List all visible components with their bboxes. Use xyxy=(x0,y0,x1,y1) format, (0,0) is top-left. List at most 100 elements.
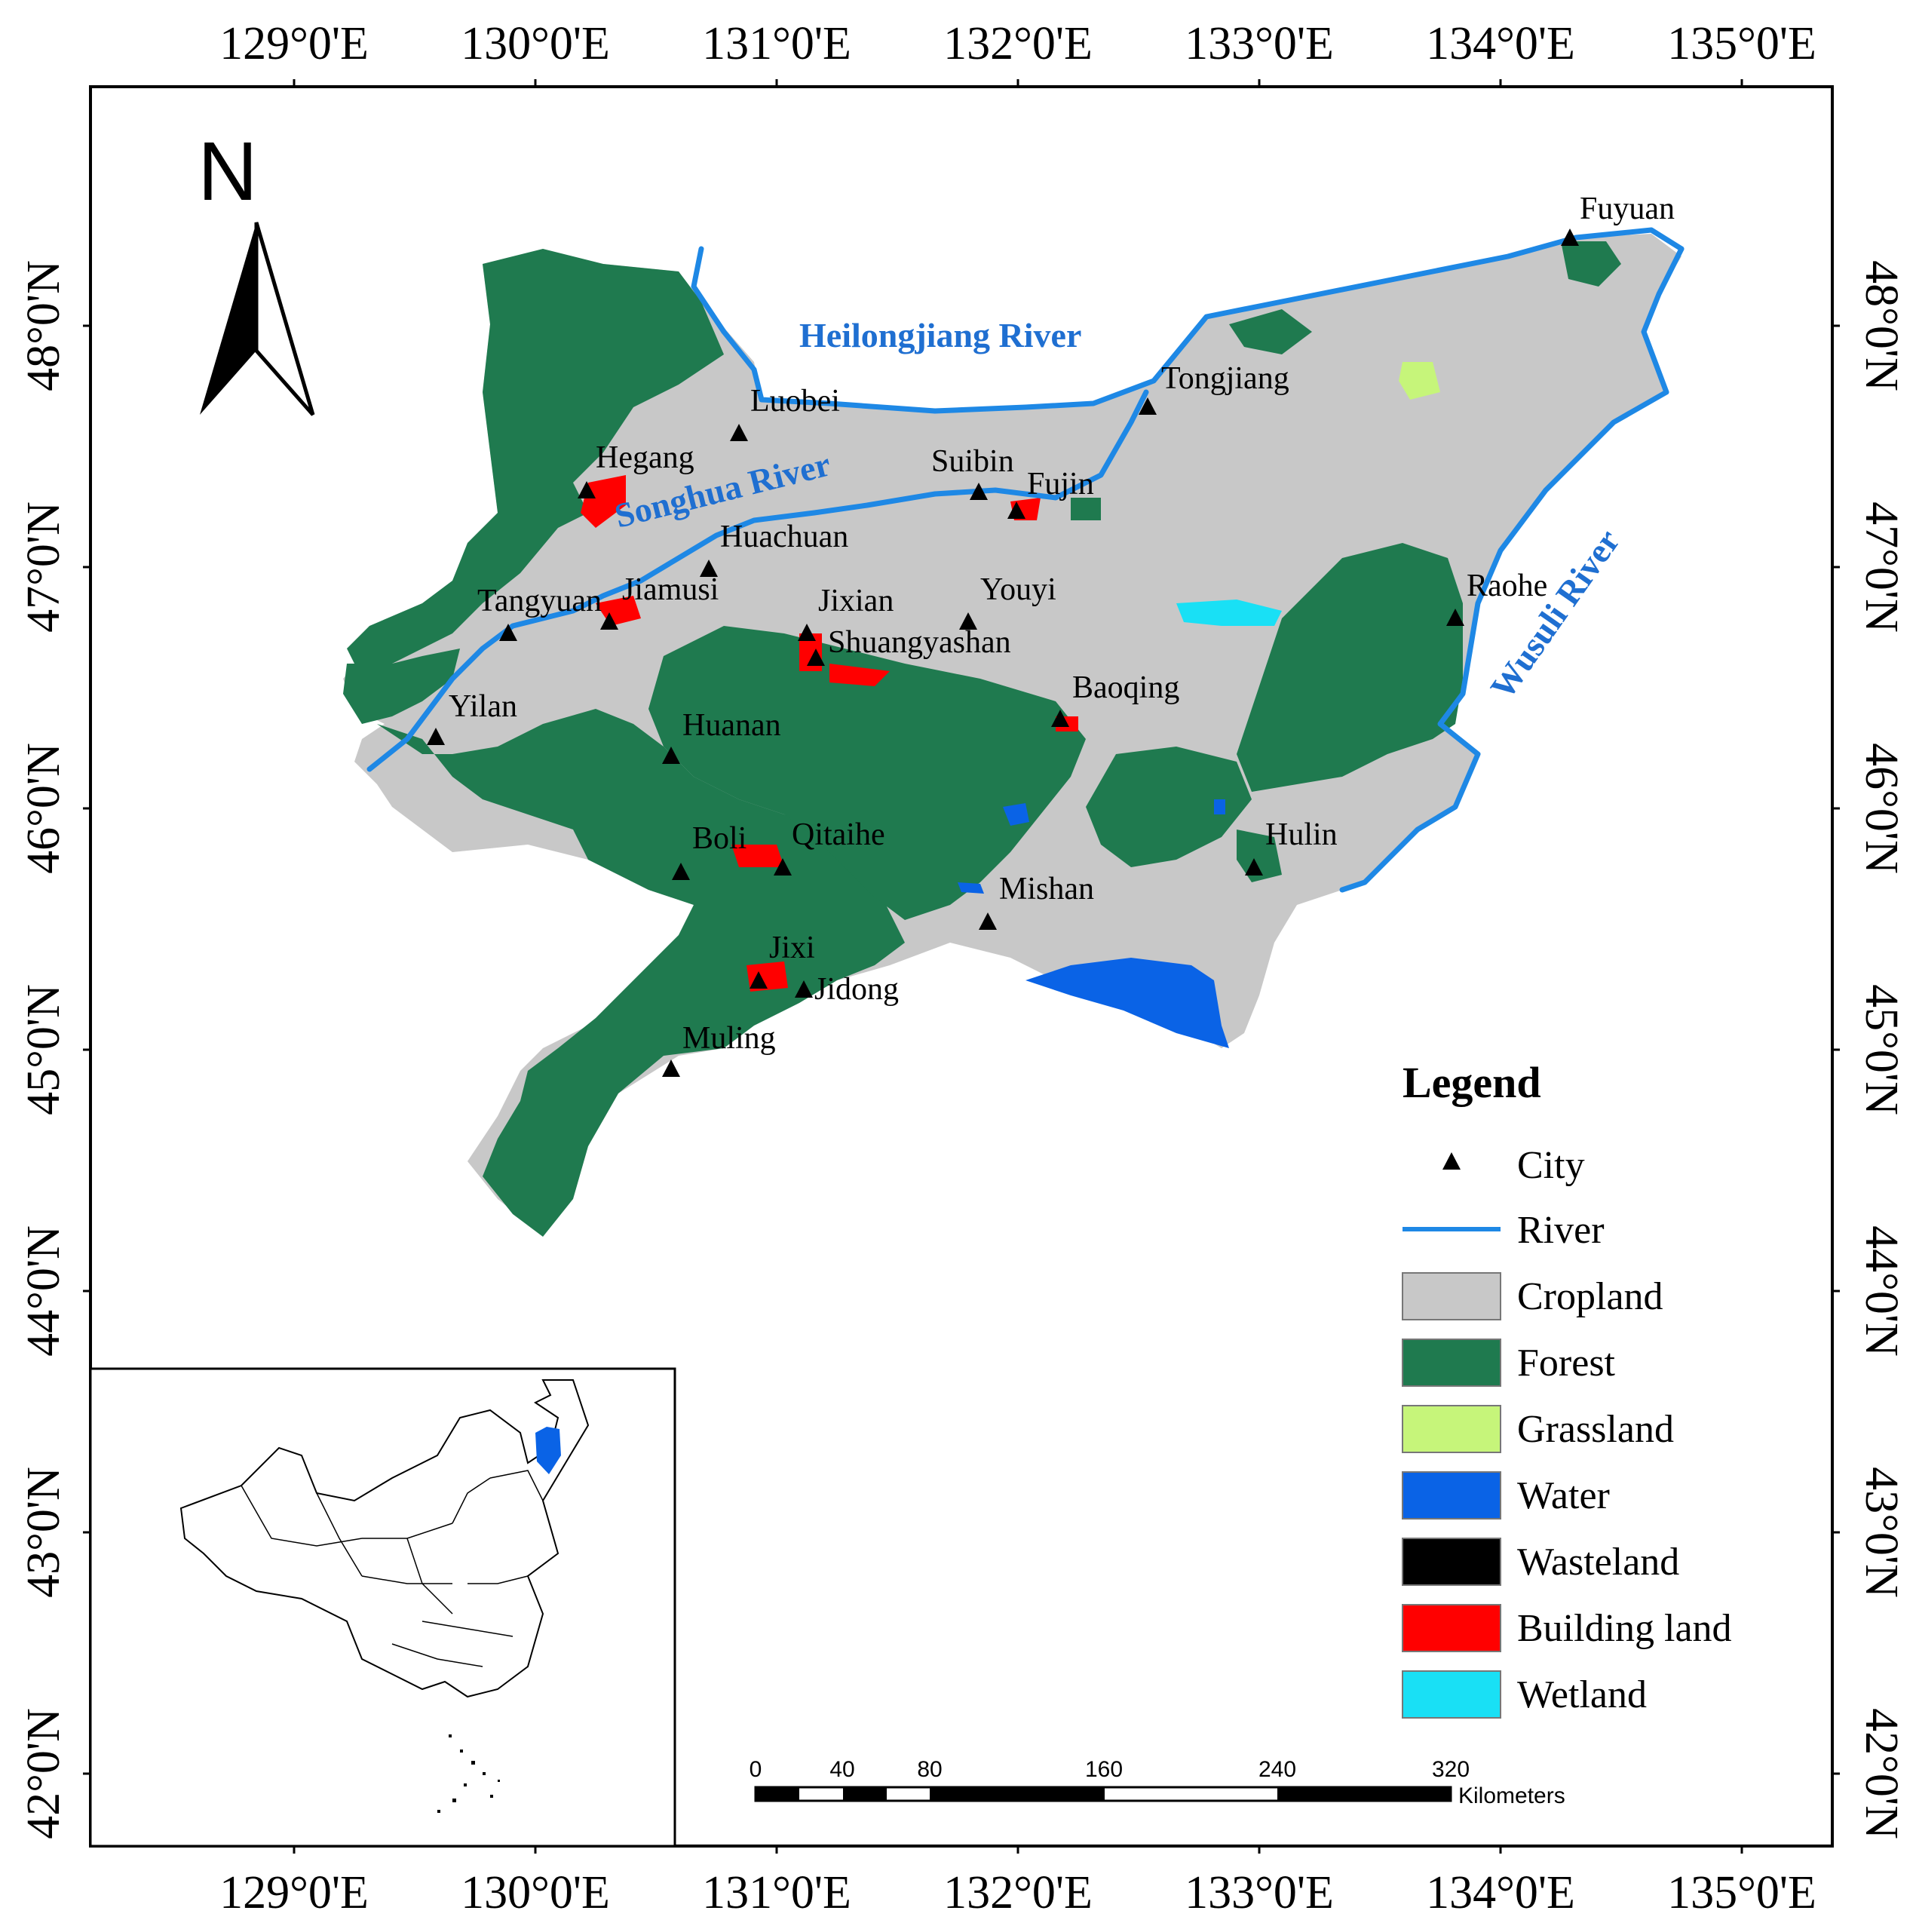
city-label-raohe: Raohe xyxy=(1467,569,1547,603)
city-label-qitaihe: Qitaihe xyxy=(792,817,885,852)
city-label-muling: Muling xyxy=(682,1021,776,1056)
heilongjiang-river-label: Heilongjiang River xyxy=(799,316,1081,354)
city-label-luobei: Luobei xyxy=(750,384,840,419)
city-label-jidong: Jidong xyxy=(814,972,899,1007)
lon-label-top: 135°0'E xyxy=(1667,18,1816,69)
lat-label-left: 43°0'N xyxy=(18,1467,69,1598)
wusuli-river xyxy=(1339,246,1685,893)
legend-label-cropland: Cropland xyxy=(1517,1275,1663,1318)
legend-swatch-building-land xyxy=(1402,1604,1501,1652)
river-lines xyxy=(366,227,1685,893)
north-arrow-icon xyxy=(200,222,256,415)
water-bodies xyxy=(958,799,1229,1048)
city-label-mishan: Mishan xyxy=(999,872,1094,906)
lat-label-left: 45°0'N xyxy=(18,984,69,1115)
city-label-hegang: Hegang xyxy=(596,440,694,475)
study-area-highlight xyxy=(535,1427,561,1474)
china-province-lines xyxy=(241,1470,544,1667)
city-labels: Fuyuan Tongjiang Luobei Hegang Suibin Fu… xyxy=(449,192,1675,1056)
south-china-sea-islands xyxy=(437,1734,500,1813)
scale-tick-40: 40 xyxy=(829,1757,854,1782)
grassland-area xyxy=(1399,362,1440,400)
city-label-jixi: Jixi xyxy=(769,931,815,965)
city-label-youyi: Youyi xyxy=(980,572,1056,607)
wetland-area xyxy=(1176,600,1282,626)
legend-label-city: City xyxy=(1517,1144,1585,1187)
north-arrow: N xyxy=(198,125,315,416)
bottom-longitude-labels: 129°0'E 130°0'E 131°0'E 132°0'E 133°0'E … xyxy=(219,1867,1816,1918)
north-label: N xyxy=(198,125,257,218)
tick-marks xyxy=(83,79,1840,1854)
inset-map xyxy=(89,1367,676,1848)
lat-label-right: 48°0'N xyxy=(1856,260,1907,391)
scale-bar: 0 40 80 160 240 320 Kilometers xyxy=(750,1757,1565,1808)
city-label-suibin: Suibin xyxy=(931,444,1014,479)
forest-areas xyxy=(343,241,1621,1237)
legend-city-symbol xyxy=(1442,1152,1461,1170)
right-latitude-labels: 48°0'N 47°0'N 46°0'N 45°0'N 44°0'N 43°0'… xyxy=(1856,260,1907,1839)
lat-label-left: 46°0'N xyxy=(18,743,69,874)
scale-tick-240: 240 xyxy=(1258,1757,1296,1782)
lon-label-top: 131°0'E xyxy=(702,18,851,69)
scale-unit: Kilometers xyxy=(1458,1783,1565,1808)
lat-label-left: 44°0'N xyxy=(18,1225,69,1357)
legend-swatch-water xyxy=(1402,1471,1501,1520)
city-label-huachuan: Huachuan xyxy=(720,520,848,554)
legend-label-wasteland: Wasteland xyxy=(1517,1541,1679,1584)
city-label-baoqing: Baoqing xyxy=(1072,670,1179,705)
city-label-boli: Boli xyxy=(692,821,746,856)
city-label-huanan: Huanan xyxy=(682,708,781,743)
city-label-fuyuan: Fuyuan xyxy=(1580,192,1675,226)
lat-label-left: 48°0'N xyxy=(18,260,69,391)
scale-tick-80: 80 xyxy=(917,1757,942,1782)
legend: Legend City River Cropland Forest Grassl… xyxy=(1402,1058,1732,1719)
lon-label-top: 129°0'E xyxy=(219,18,369,69)
legend-label-forest: Forest xyxy=(1517,1342,1616,1385)
city-markers xyxy=(427,228,1579,1077)
city-label-jixian: Jixian xyxy=(818,584,894,618)
legend-swatch-forest xyxy=(1402,1339,1501,1387)
lon-label-bottom: 132°0'E xyxy=(943,1867,1093,1918)
lon-label-bottom: 129°0'E xyxy=(219,1867,369,1918)
city-label-yilan: Yilan xyxy=(449,689,517,724)
city-label-shuangyashan: Shuangyashan xyxy=(828,625,1011,660)
city-label-jiamusi: Jiamusi xyxy=(622,572,719,607)
legend-swatch-grassland xyxy=(1402,1405,1501,1453)
city-label-tongjiang: Tongjiang xyxy=(1161,361,1289,396)
legend-label-river: River xyxy=(1517,1209,1605,1252)
legend-label-grassland: Grassland xyxy=(1517,1408,1674,1451)
legend-title: Legend xyxy=(1403,1058,1541,1107)
scale-tick-160: 160 xyxy=(1085,1757,1123,1782)
lon-label-top: 132°0'E xyxy=(943,18,1093,69)
legend-swatch-wasteland xyxy=(1402,1538,1501,1586)
lon-label-bottom: 131°0'E xyxy=(702,1867,851,1918)
songhua-river xyxy=(366,389,1149,772)
scale-tick-0: 0 xyxy=(750,1757,762,1782)
lat-label-right: 43°0'N xyxy=(1856,1467,1907,1598)
legend-label-water: Water xyxy=(1517,1474,1610,1517)
lon-label-bottom: 130°0'E xyxy=(461,1867,610,1918)
heilongjiang-river xyxy=(691,227,1685,414)
lon-label-bottom: 134°0'E xyxy=(1426,1867,1575,1918)
city-label-fujin: Fujin xyxy=(1027,467,1094,501)
legend-label-building-land: Building land xyxy=(1517,1607,1732,1650)
lon-label-top: 134°0'E xyxy=(1426,18,1575,69)
top-longitude-labels: 129°0'E 130°0'E 131°0'E 132°0'E 133°0'E … xyxy=(219,18,1816,69)
lat-label-right: 46°0'N xyxy=(1856,743,1907,874)
lon-label-top: 130°0'E xyxy=(461,18,610,69)
lat-label-left: 42°0'N xyxy=(18,1708,69,1839)
legend-swatch-wetland xyxy=(1402,1670,1501,1719)
city-label-tangyuan: Tangyuan xyxy=(477,584,602,618)
legend-label-wetland: Wetland xyxy=(1517,1673,1647,1716)
lat-label-right: 47°0'N xyxy=(1856,501,1907,633)
lon-label-bottom: 133°0'E xyxy=(1185,1867,1334,1918)
left-latitude-labels: 48°0'N 47°0'N 46°0'N 45°0'N 44°0'N 43°0'… xyxy=(18,260,69,1839)
lat-label-right: 44°0'N xyxy=(1856,1225,1907,1357)
lat-label-left: 47°0'N xyxy=(18,501,69,633)
lon-label-bottom: 135°0'E xyxy=(1667,1867,1816,1918)
lat-label-right: 45°0'N xyxy=(1856,984,1907,1115)
scale-tick-320: 320 xyxy=(1432,1757,1470,1782)
lon-label-top: 133°0'E xyxy=(1185,18,1334,69)
legend-swatch-cropland xyxy=(1402,1272,1501,1320)
